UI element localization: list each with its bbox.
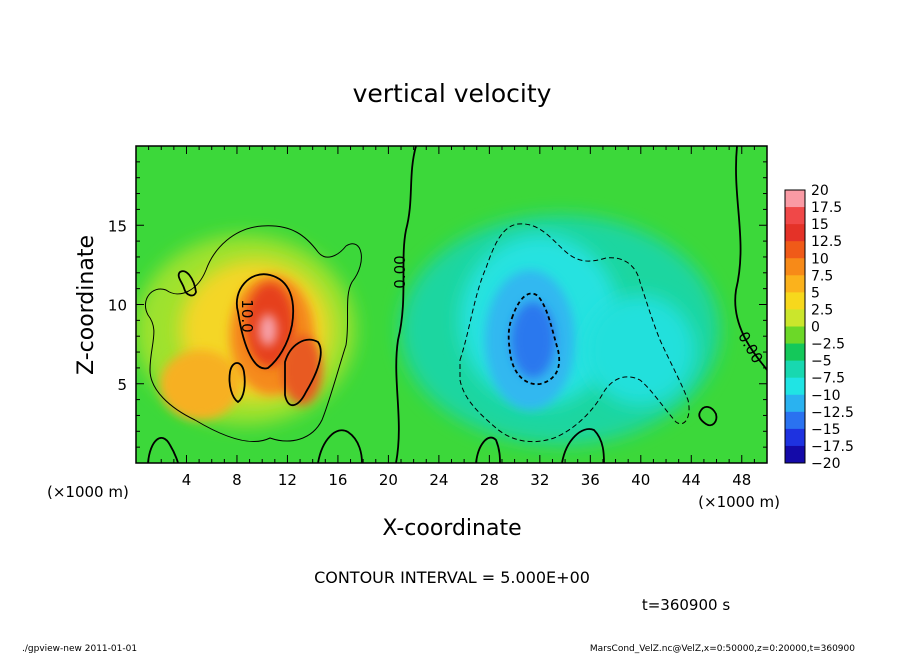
plot-area: 10.0 0.00 0.00 xyxy=(136,146,767,463)
x-tick-label: 32 xyxy=(530,471,549,489)
contour-label-10: 10.0 xyxy=(238,299,256,332)
time-text: t=360900 s xyxy=(642,596,730,614)
footer-left: ./gpview-new 2011-01-01 xyxy=(22,644,137,654)
field-downdraft-right xyxy=(585,295,695,405)
contour-ground-2 xyxy=(475,436,501,463)
contour-ground-4 xyxy=(698,406,718,427)
colorbar-label: −20 xyxy=(811,456,841,472)
x-tick-label: 40 xyxy=(631,471,650,489)
colorbar-label: 15 xyxy=(811,217,829,233)
colorbar-swatch xyxy=(785,394,805,413)
contour-updraft-10b xyxy=(284,338,322,407)
colorbar-swatch xyxy=(785,411,805,430)
x-tick-label: 8 xyxy=(232,471,242,489)
colorbar-label: −17.5 xyxy=(811,439,854,455)
contour-ground-left xyxy=(147,437,179,463)
colorbar-label: 5 xyxy=(811,285,820,301)
colorbar-swatch xyxy=(785,224,805,242)
x-axis-title: X-coordinate xyxy=(382,516,521,541)
colorbar-label: 17.5 xyxy=(811,200,842,216)
contour-zero-center xyxy=(395,146,417,463)
field-updraft-right xyxy=(282,335,322,405)
colorbar-swatch xyxy=(785,309,805,327)
contour-updraft-5 xyxy=(144,225,362,442)
x-tick-label: 44 xyxy=(682,471,701,489)
colorbar-swatch xyxy=(785,292,805,310)
contour-lines xyxy=(144,146,767,463)
colorbar-swatch xyxy=(785,445,805,464)
x-axis: 4 8 12 16 20 24 28 32 36 40 44 48 xyxy=(148,146,755,489)
x-tick-label: 24 xyxy=(429,471,448,489)
colorbar-label: −5 xyxy=(811,354,832,370)
colorbar-swatch xyxy=(785,275,805,293)
colorbar-label: 0 xyxy=(811,320,820,336)
colorbar-swatch xyxy=(785,326,805,345)
colorbar-swatch xyxy=(785,190,805,208)
colorbar-label: −10 xyxy=(811,388,841,404)
y-axis: 5 10 15 xyxy=(108,161,767,448)
colorbar-swatch xyxy=(785,258,805,276)
field-updraft-core xyxy=(259,314,277,346)
footer-right: MarsCond_VelZ.nc@VelZ,x=0:50000,z=0:2000… xyxy=(590,644,855,654)
colorbar-label: 7.5 xyxy=(811,268,833,284)
x-tick-label: 4 xyxy=(182,471,192,489)
colorbar-swatch xyxy=(785,377,805,396)
colorbar-label: −7.5 xyxy=(811,371,845,387)
colorbar-label: −15 xyxy=(811,422,841,438)
contour-updraft-10c xyxy=(228,362,246,404)
y-tick-label: 10 xyxy=(108,297,127,315)
field-downdraft-blue xyxy=(511,302,555,378)
colorbar-frame xyxy=(784,189,806,464)
contour-interval-text: CONTOUR INTERVAL = 5.000E+00 xyxy=(314,568,590,587)
contour-label-zero-center: 0.00 xyxy=(391,255,409,288)
contour-updraft-high xyxy=(177,270,197,297)
colorbar-swatch xyxy=(785,207,805,225)
x-tick-label: 48 xyxy=(732,471,751,489)
contour-down-5 xyxy=(459,223,690,443)
contour-zero-right xyxy=(734,146,767,371)
x-tick-label: 16 xyxy=(328,471,347,489)
field-updraft-left xyxy=(160,350,240,420)
contour-ground-1 xyxy=(317,429,363,463)
y-axis-title: Z-coordinate xyxy=(74,235,99,375)
colorbar-label: −2.5 xyxy=(811,337,845,353)
y-tick-label: 15 xyxy=(108,217,127,235)
colorbar-swatch xyxy=(785,360,805,379)
chart-title: vertical velocity xyxy=(353,79,552,108)
x-tick-label: 28 xyxy=(480,471,499,489)
y-axis-unit: (×1000 m) xyxy=(47,483,129,501)
x-tick-label: 36 xyxy=(581,471,600,489)
colorbar-label: 2.5 xyxy=(811,302,833,318)
x-tick-label: 20 xyxy=(379,471,398,489)
x-axis-unit: (×1000 m) xyxy=(698,493,780,511)
colorbar-label: 20 xyxy=(811,183,829,199)
colorbar-swatch xyxy=(785,343,805,362)
x-tick-label: 12 xyxy=(278,471,297,489)
velocity-field xyxy=(136,215,720,445)
colorbar-swatch xyxy=(785,241,805,259)
contour-ground-3 xyxy=(561,428,605,463)
colorbar-label: 10 xyxy=(811,251,829,267)
colorbar-label: −12.5 xyxy=(811,405,854,421)
contour-down-10 xyxy=(507,292,561,385)
contour-updraft-10 xyxy=(235,273,295,370)
colorbar-label: 12.5 xyxy=(811,234,842,250)
colorbar-swatch xyxy=(785,428,805,447)
y-tick-label: 5 xyxy=(117,376,127,394)
